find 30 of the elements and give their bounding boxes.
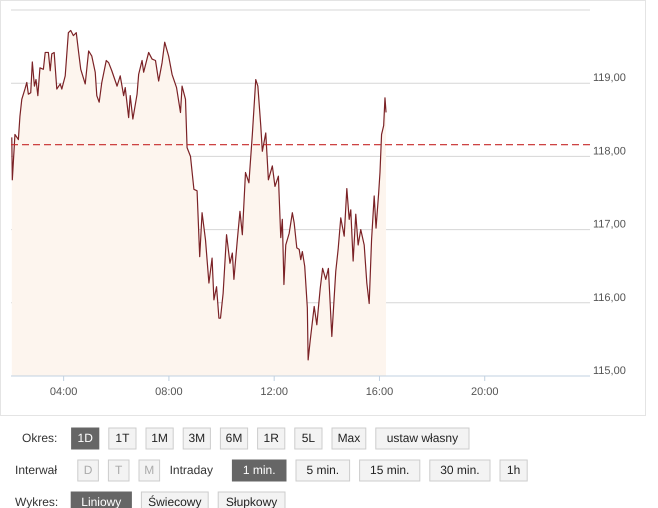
button: 15 min. bbox=[359, 460, 420, 482]
y-tick-label: 117,00 bbox=[593, 218, 626, 231]
button: M bbox=[138, 460, 160, 482]
button: 6M bbox=[220, 428, 248, 450]
button: D bbox=[77, 460, 99, 482]
button: 1T bbox=[108, 428, 136, 450]
button: 1D bbox=[71, 428, 100, 450]
text: Interwał bbox=[15, 463, 58, 477]
x-tick-label: 08:00 bbox=[155, 386, 183, 398]
x-tick-label: 20:00 bbox=[470, 386, 498, 398]
button: 3M bbox=[182, 428, 211, 450]
button: ustaw własny bbox=[375, 428, 470, 450]
button: 5L bbox=[294, 428, 322, 450]
text: Intraday bbox=[170, 463, 213, 477]
button: 1 min. bbox=[232, 460, 286, 482]
y-tick-label: 118,00 bbox=[593, 145, 626, 158]
button: 1M bbox=[146, 428, 174, 450]
y-tick-label: 119,00 bbox=[593, 72, 626, 84]
x-tick-label: 16:00 bbox=[366, 386, 394, 398]
x-tick-label: 12:00 bbox=[260, 386, 288, 398]
y-tick-label: 115,00 bbox=[593, 365, 626, 377]
button: 1R bbox=[257, 428, 286, 450]
button: 30 min. bbox=[429, 460, 490, 482]
button: 1h bbox=[500, 460, 528, 482]
y-tick-label: 116,00 bbox=[593, 292, 626, 304]
button: T bbox=[108, 460, 130, 482]
button: Max bbox=[332, 428, 366, 450]
text: Okres: bbox=[22, 431, 58, 445]
button: 5 min. bbox=[296, 460, 350, 482]
x-tick-label: 04:00 bbox=[50, 386, 78, 398]
